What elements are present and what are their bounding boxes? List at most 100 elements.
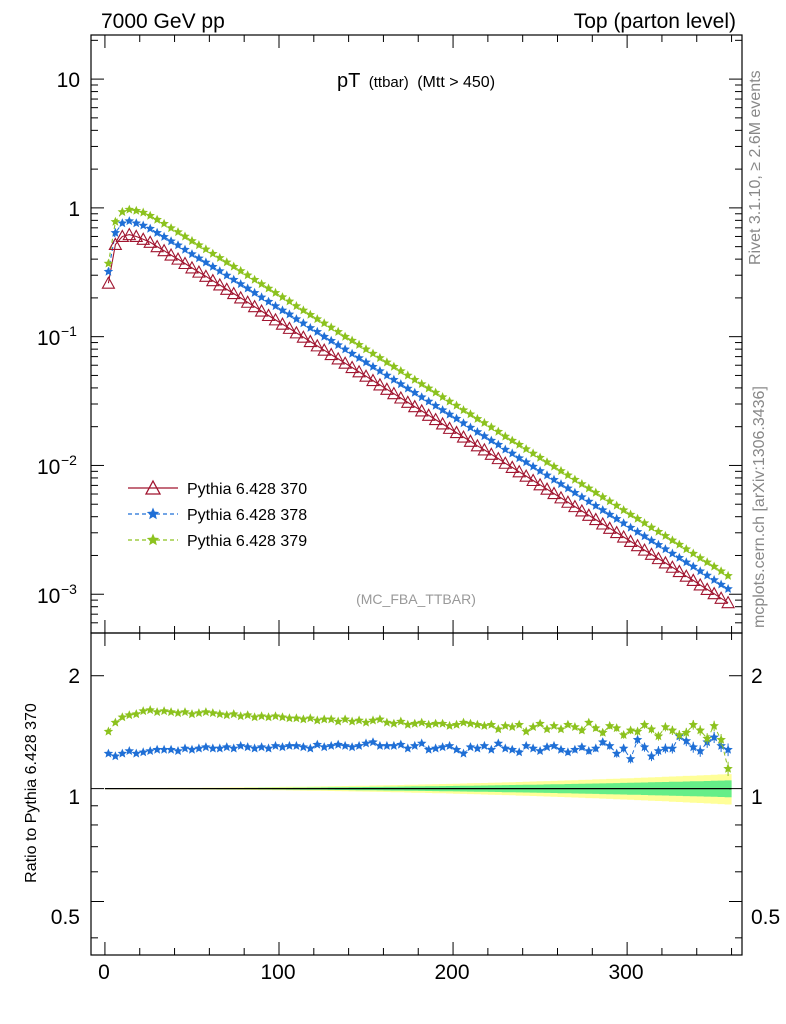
point-378 <box>145 223 155 233</box>
ratio-point-378 <box>124 746 134 755</box>
ratio-point-378 <box>723 744 733 754</box>
ratio-point-379 <box>716 734 726 744</box>
ratio-point-379 <box>403 719 413 729</box>
main-ytick-exp-3: −2 <box>61 452 77 468</box>
ratio-point-378 <box>556 744 566 754</box>
point-378 <box>500 444 510 454</box>
point-378 <box>368 361 378 371</box>
ratio-point-378 <box>173 746 183 755</box>
point-370 <box>129 229 144 243</box>
point-378 <box>639 531 650 541</box>
ratio-point-379 <box>340 714 350 724</box>
point-379 <box>702 557 712 567</box>
point-370 <box>588 512 603 526</box>
point-370 <box>296 330 311 343</box>
point-370 <box>491 451 506 465</box>
ratio-point-379 <box>563 719 573 729</box>
ratio-point-378 <box>549 740 559 750</box>
header-right: Top (parton level) <box>574 10 736 33</box>
main-data-layer <box>101 204 736 609</box>
point-379 <box>389 361 399 371</box>
point-378 <box>486 435 497 445</box>
point-370 <box>442 421 457 434</box>
point-378 <box>403 383 413 393</box>
ratio-point-378 <box>389 740 399 750</box>
ratio-point-378 <box>110 751 121 761</box>
ratio-point-378 <box>305 743 316 753</box>
legend-item-379: Pythia 6.428 379 <box>128 533 307 550</box>
ratio-point-378 <box>187 744 197 754</box>
ratio-point-379 <box>319 714 329 724</box>
ratio-point-379 <box>577 725 587 735</box>
ratio-point-379 <box>312 715 322 725</box>
point-378 <box>291 314 302 324</box>
point-378 <box>382 370 392 380</box>
point-379 <box>535 452 545 462</box>
point-379 <box>646 522 657 532</box>
point-379 <box>166 223 176 233</box>
point-378 <box>396 379 406 389</box>
ratio-point-378 <box>333 739 343 749</box>
point-379 <box>249 274 260 284</box>
point-370 <box>226 286 241 300</box>
ratio-point-378 <box>563 747 573 757</box>
ratio-point-379 <box>368 715 378 725</box>
ratio-point-379 <box>110 717 121 727</box>
ratio-point-379 <box>625 725 636 735</box>
ratio-point-378 <box>382 740 392 750</box>
point-370 <box>393 390 408 404</box>
point-370 <box>373 377 387 391</box>
point-378 <box>333 340 343 350</box>
point-379 <box>145 210 155 220</box>
point-378 <box>688 561 698 571</box>
ratio-point-379 <box>667 725 678 735</box>
point-378 <box>124 216 134 226</box>
point-379 <box>173 227 183 237</box>
point-378 <box>180 244 190 254</box>
chart-title-main: pT <box>337 70 360 92</box>
ratio-point-379 <box>382 717 392 727</box>
legend-label-378: Pythia 6.428 378 <box>187 507 307 524</box>
point-379 <box>514 439 524 449</box>
ratio-point-379 <box>500 720 510 730</box>
point-378 <box>117 218 128 228</box>
point-379 <box>591 487 601 497</box>
ratio-point-378 <box>242 742 253 752</box>
ratio-point-378 <box>291 740 302 750</box>
point-378 <box>458 418 469 428</box>
point-379 <box>208 248 218 258</box>
ratio-point-378 <box>598 737 608 747</box>
svg-text:10: 10 <box>37 327 60 350</box>
point-378 <box>542 470 552 480</box>
ratio-point-379 <box>591 723 601 733</box>
ratio-point-378 <box>688 742 698 752</box>
ratio-point-378 <box>131 748 141 758</box>
chart-title-small: (ttbar) <box>369 74 409 91</box>
point-379 <box>493 426 504 436</box>
ratio-point-378 <box>417 738 427 748</box>
ratio-point-378 <box>479 740 490 750</box>
point-370 <box>449 425 464 439</box>
point-379 <box>521 444 531 454</box>
ratio-point-379 <box>389 718 399 728</box>
point-370 <box>261 308 276 322</box>
point-370 <box>693 577 708 591</box>
point-378 <box>514 453 524 463</box>
ratio-point-378 <box>194 743 204 753</box>
ratio-point-378 <box>423 744 434 754</box>
point-379 <box>187 235 197 245</box>
point-379 <box>159 218 169 228</box>
ratio-point-379 <box>235 711 246 721</box>
ratio-point-378 <box>577 742 587 752</box>
point-378 <box>277 305 288 315</box>
ratio-point-378 <box>201 742 211 752</box>
point-378 <box>166 236 176 246</box>
point-378 <box>716 579 726 589</box>
point-379 <box>333 326 343 336</box>
legend-star-379 <box>146 533 160 546</box>
point-370 <box>602 521 617 534</box>
point-378 <box>667 548 678 558</box>
ratio-point-378 <box>138 747 148 757</box>
ratio-ytick-label-1: 1 <box>68 786 80 809</box>
point-370 <box>609 525 624 539</box>
